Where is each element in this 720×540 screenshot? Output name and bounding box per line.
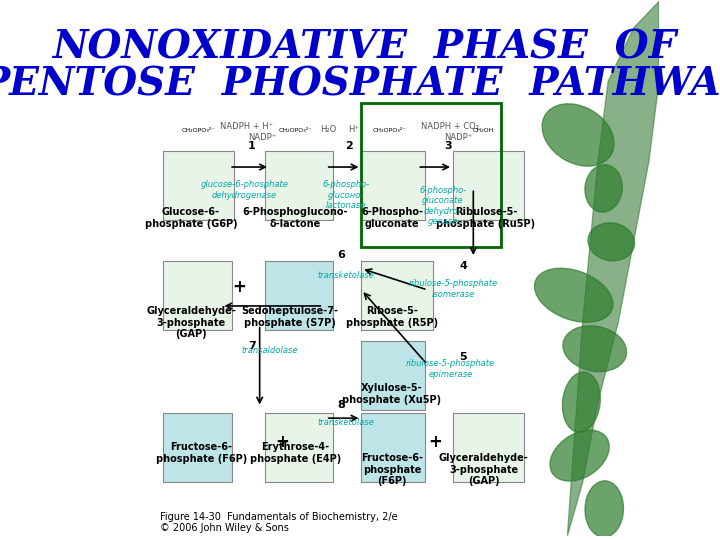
Text: Ribulose-5-
phosphate (Ru5P): Ribulose-5- phosphate (Ru5P) bbox=[436, 207, 536, 229]
Text: 7: 7 bbox=[248, 341, 256, 351]
Bar bbox=[361, 151, 425, 220]
Text: 6-Phospho-
gluconate: 6-Phospho- gluconate bbox=[361, 207, 423, 229]
Text: H⁺: H⁺ bbox=[348, 125, 359, 134]
Text: +: + bbox=[276, 433, 289, 451]
Text: Glucose-6-
phosphate (G6P): Glucose-6- phosphate (G6P) bbox=[145, 207, 238, 229]
Text: CH₂OH: CH₂OH bbox=[473, 129, 494, 133]
Text: CH₂OPO₃²⁻: CH₂OPO₃²⁻ bbox=[279, 129, 312, 133]
Text: +: + bbox=[428, 433, 442, 451]
Text: CH₂OPO₃²⁻: CH₂OPO₃²⁻ bbox=[182, 129, 215, 133]
Ellipse shape bbox=[576, 273, 608, 318]
Text: PENTOSE  PHOSPHATE  PATHWAY: PENTOSE PHOSPHATE PATHWAY bbox=[0, 65, 720, 104]
Text: 1: 1 bbox=[248, 140, 256, 151]
Text: NONOXIDATIVE  PHASE  OF: NONOXIDATIVE PHASE OF bbox=[52, 28, 676, 66]
Polygon shape bbox=[567, 2, 659, 536]
Bar bbox=[453, 151, 524, 220]
Text: Ribose-5-
phosphate (R5P): Ribose-5- phosphate (R5P) bbox=[346, 306, 438, 328]
Bar bbox=[361, 341, 425, 410]
Text: 2: 2 bbox=[345, 140, 353, 151]
Bar bbox=[265, 151, 333, 220]
Text: 3: 3 bbox=[444, 140, 451, 151]
Text: Figure 14-30  Fundamentals of Biochemistry, 2/e
© 2006 John Wiley & Sons: Figure 14-30 Fundamentals of Biochemistr… bbox=[161, 512, 398, 534]
Bar bbox=[163, 260, 232, 330]
Text: Fructose-6-
phosphate
(F6P): Fructose-6- phosphate (F6P) bbox=[361, 453, 423, 486]
Text: transketolase: transketolase bbox=[318, 418, 374, 427]
Bar bbox=[361, 260, 433, 330]
Text: NADPH + H⁺: NADPH + H⁺ bbox=[220, 123, 274, 131]
Ellipse shape bbox=[575, 106, 643, 164]
Text: CH₂OPO₃²⁻: CH₂OPO₃²⁻ bbox=[373, 129, 406, 133]
Text: 5: 5 bbox=[459, 352, 467, 362]
Text: 8: 8 bbox=[337, 400, 345, 410]
Text: +: + bbox=[233, 278, 246, 296]
Ellipse shape bbox=[580, 375, 645, 429]
Text: Glyceraldehyde-
3-phosphate
(GAP): Glyceraldehyde- 3-phosphate (GAP) bbox=[438, 453, 528, 486]
Text: Xylulose-5-
phosphate (Xu5P): Xylulose-5- phosphate (Xu5P) bbox=[342, 383, 441, 405]
Text: 4: 4 bbox=[459, 261, 467, 271]
Bar bbox=[163, 413, 232, 482]
Text: Sedoheptulose-7-
phosphate (S7P): Sedoheptulose-7- phosphate (S7P) bbox=[242, 306, 338, 328]
Text: glucose-6-phosphate
dehydrogenase: glucose-6-phosphate dehydrogenase bbox=[200, 180, 288, 200]
Text: NADP⁺: NADP⁺ bbox=[444, 133, 472, 142]
Ellipse shape bbox=[536, 157, 610, 220]
Text: 6-phospho-
gluconate
dehydro-
genase: 6-phospho- gluconate dehydro- genase bbox=[419, 186, 467, 226]
Text: Erythrose-4-
phosphate (E4P): Erythrose-4- phosphate (E4P) bbox=[250, 442, 341, 464]
Ellipse shape bbox=[577, 318, 615, 380]
Ellipse shape bbox=[560, 425, 611, 486]
Text: Fructose-6-
phosphate (F6P): Fructose-6- phosphate (F6P) bbox=[156, 442, 247, 464]
Text: ribulose-5-phosphate
isomerase: ribulose-5-phosphate isomerase bbox=[408, 279, 498, 299]
Text: transaldolase: transaldolase bbox=[242, 346, 298, 355]
Bar bbox=[163, 151, 234, 220]
Bar bbox=[361, 103, 501, 247]
Text: 6-Phosphoglucono-
δ-lactone: 6-Phosphoglucono- δ-lactone bbox=[243, 207, 348, 229]
Text: 6: 6 bbox=[337, 250, 345, 260]
Text: H₂O: H₂O bbox=[320, 125, 336, 134]
Text: transketolase: transketolase bbox=[318, 271, 374, 280]
Ellipse shape bbox=[553, 491, 616, 527]
Text: Glyceraldehyde-
3-phosphate
(GAP): Glyceraldehyde- 3-phosphate (GAP) bbox=[146, 306, 236, 339]
Text: NADP⁺: NADP⁺ bbox=[248, 133, 276, 142]
Bar bbox=[361, 413, 425, 482]
Bar bbox=[265, 413, 333, 482]
Bar bbox=[453, 413, 524, 482]
Bar bbox=[265, 260, 333, 330]
Text: NADPH + CO₂: NADPH + CO₂ bbox=[421, 123, 480, 131]
Ellipse shape bbox=[573, 215, 617, 269]
Text: ribulose-5-phosphate
epimerase: ribulose-5-phosphate epimerase bbox=[406, 360, 495, 379]
Text: 6-phospho-
glucoно-
lactonase: 6-phospho- glucoно- lactonase bbox=[323, 180, 370, 210]
